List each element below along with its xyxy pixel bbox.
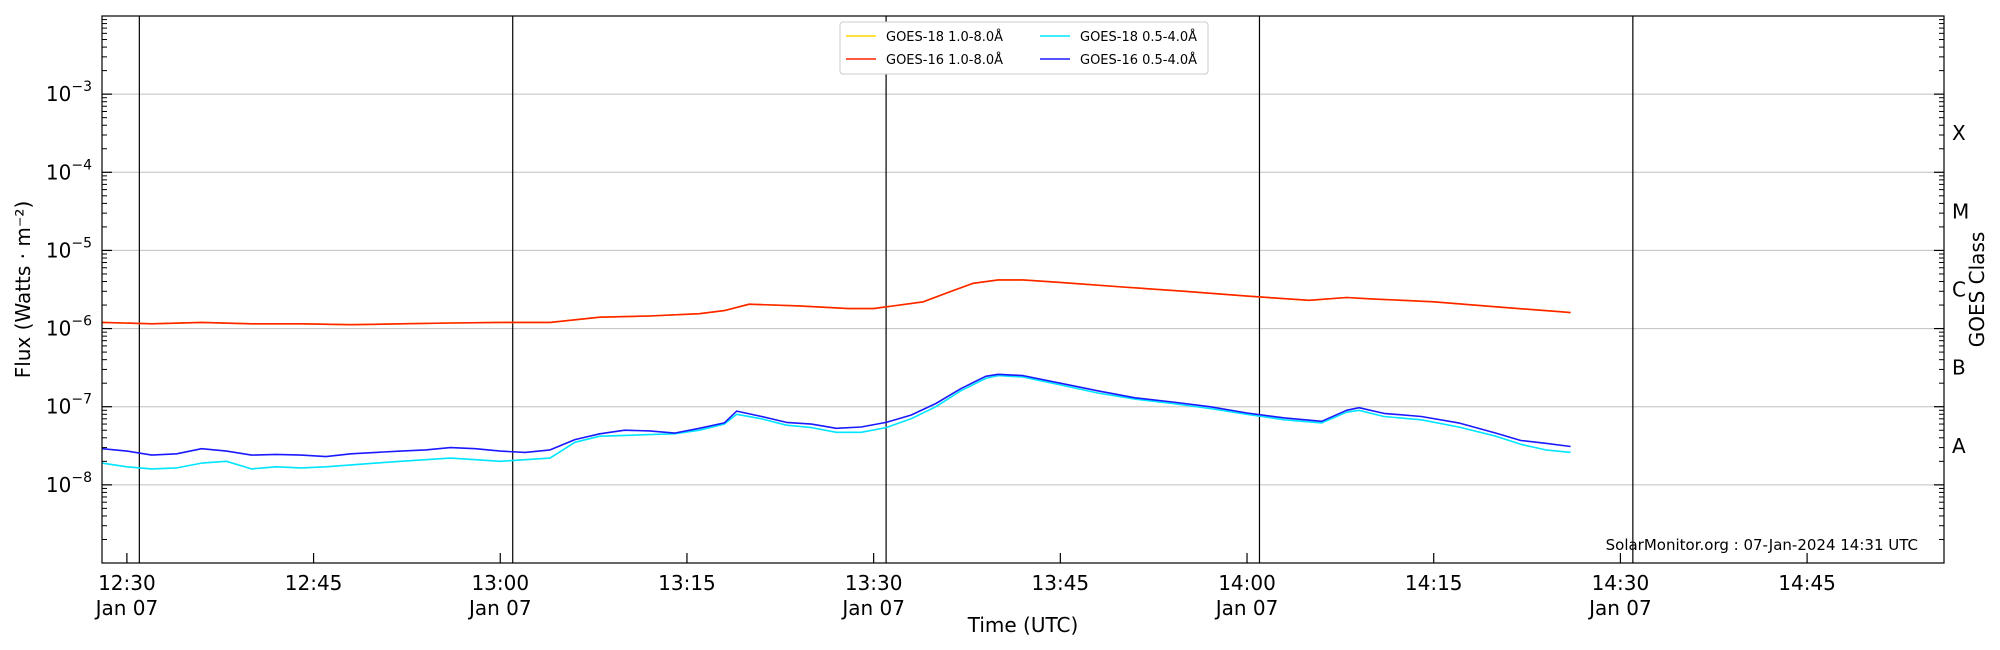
- x-tick-label: 13:15: [658, 571, 716, 595]
- series-lines: [101, 279, 1571, 470]
- axis-ticks: [102, 19, 1944, 563]
- x-tick-label: 12:45: [285, 571, 343, 595]
- legend: GOES-18 1.0-8.0Å GOES-16 1.0-8.0Å GOES-18 …: [839, 21, 1209, 75]
- plot-frame: [101, 15, 1945, 564]
- legend-box: [839, 21, 1209, 75]
- goes-class-label: M: [1952, 199, 1969, 223]
- credit-text: SolarMonitor.org : 07-Jan-2024 14:31 UTC: [1606, 536, 1918, 554]
- y-axis-title: Flux (Watts · m⁻²): [11, 201, 35, 379]
- x-tick-label: 14:30: [1592, 571, 1650, 595]
- legend-label: GOES-16 1.0-8.0Å: [886, 52, 1003, 68]
- y-tick-exponent: −8: [71, 470, 92, 486]
- goes-class-label: C: [1952, 278, 1966, 302]
- x-tick-date-label: Jan 07: [1587, 596, 1652, 620]
- goes-class-label: A: [1952, 434, 1966, 458]
- vertical-marker-lines: [138, 16, 1634, 563]
- legend-label: GOES-18 1.0-8.0Å: [886, 29, 1003, 45]
- y-tick-label: 10−3: [46, 79, 92, 106]
- x-tick-label: 12:30: [98, 571, 156, 595]
- x-tick-date-label: Jan 07: [840, 596, 905, 620]
- goes-class-label: B: [1952, 356, 1966, 380]
- y-tick-exponent: −6: [71, 314, 92, 330]
- right-axis-title: GOES Class: [1965, 232, 1989, 348]
- y-tick-label: 10−5: [46, 235, 92, 262]
- series-line: [101, 373, 1571, 458]
- x-tick-date-label: Jan 07: [467, 596, 532, 620]
- y-tick-exponent: −7: [71, 392, 92, 408]
- legend-label: GOES-16 0.5-4.0Å: [1080, 52, 1197, 68]
- y-tick-label: 10−4: [46, 157, 92, 184]
- goes-class-label: X: [1952, 121, 1966, 145]
- x-tick-date-label: Jan 07: [94, 596, 159, 620]
- legend-label: GOES-18 0.5-4.0Å: [1080, 29, 1197, 45]
- x-tick-label: 13:45: [1032, 571, 1090, 595]
- x-tick-label: 13:00: [471, 571, 529, 595]
- x-tick-label: 14:45: [1778, 571, 1836, 595]
- y-tick-exponent: −4: [71, 157, 92, 173]
- x-tick-label: 13:30: [845, 571, 903, 595]
- y-tick-label: 10−6: [46, 314, 92, 341]
- x-tick-date-label: Jan 07: [1214, 596, 1279, 620]
- series-line: [101, 279, 1571, 326]
- series-line: [101, 279, 1571, 326]
- grid-lines: [102, 93, 1944, 486]
- y-tick-exponent: −5: [71, 235, 92, 251]
- series-line: [101, 374, 1571, 470]
- y-tick-label: 10−8: [46, 470, 92, 497]
- x-tick-label: 14:15: [1405, 571, 1463, 595]
- x-tick-label: 14:00: [1218, 571, 1276, 595]
- x-axis-title: Time (UTC): [967, 613, 1079, 637]
- y-tick-exponent: −3: [71, 79, 92, 95]
- y-tick-label: 10−7: [46, 392, 92, 419]
